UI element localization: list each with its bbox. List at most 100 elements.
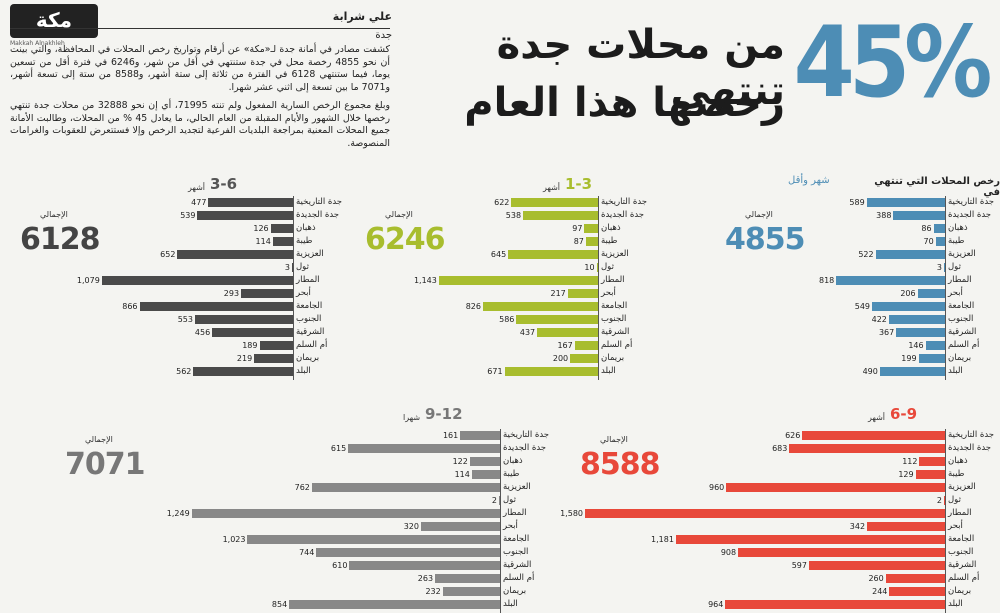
category-label: العزيزية (503, 482, 531, 492)
chart-legend-subtitle: شهر وأقل (788, 175, 830, 186)
category-label: بريمان (296, 353, 320, 363)
total-label: الإجمالي (40, 210, 68, 219)
bar (915, 470, 945, 479)
bar (866, 198, 945, 207)
bar (311, 483, 500, 492)
bar-value-label: 206 (900, 289, 916, 298)
category-label: ذهبان (948, 223, 968, 233)
category-label: جدة الجديدة (296, 210, 340, 220)
total-value: 7071 (65, 447, 145, 482)
bar (596, 263, 598, 272)
bar-value-label: 200 (552, 354, 569, 363)
bar (537, 328, 598, 337)
category-label: الجنوب (503, 547, 529, 557)
headline-line-1: من محلات جدة تنتهي (496, 22, 786, 114)
bar-value-label: 866 (122, 302, 138, 311)
category-label: الجامعة (296, 301, 323, 311)
bar-value-label: 367 (878, 328, 895, 337)
bar-value-label: 826 (465, 302, 481, 311)
category-label: الشرقية (948, 327, 977, 337)
category-label: ثول (948, 262, 961, 272)
category-label: الشرقية (948, 560, 977, 570)
chart-legend-title: رخص المحلات التي تنتهي في (874, 176, 1000, 198)
bar-value-label: 964 (708, 600, 724, 609)
bar-value-label: 70 (923, 237, 934, 246)
byline: علي شرابة (332, 10, 392, 23)
category-label: أم السلم (503, 573, 535, 583)
bar-value-label: 597 (791, 561, 807, 570)
bar (195, 315, 293, 324)
divider (10, 28, 390, 29)
bar-value-label: 342 (849, 522, 866, 531)
category-label: بريمان (503, 586, 527, 596)
bar-value-label: 129 (898, 470, 914, 479)
bar-value-label: 671 (487, 367, 503, 376)
bar-value-label: 1,249 (166, 509, 190, 518)
bar (292, 263, 293, 272)
bar (272, 237, 293, 246)
bar-value-label: 112 (902, 457, 918, 466)
bar-value-label: 549 (854, 302, 871, 311)
bar (435, 574, 500, 583)
total-label: الإجمالي (745, 210, 773, 219)
bar (944, 496, 945, 505)
bar-value-label: 232 (425, 587, 441, 596)
bar (872, 302, 945, 311)
bar-value-label: 1,181 (651, 535, 674, 544)
bar-value-label: 2 (936, 496, 942, 505)
category-label: المطار (296, 275, 320, 285)
logo-text: مكة (35, 8, 73, 32)
category-label: ثول (948, 495, 961, 505)
bar (511, 198, 598, 207)
category-label: أم السلم (948, 340, 980, 350)
category-label: ذهبان (296, 223, 316, 233)
bar-value-label: 437 (519, 328, 536, 337)
bar (316, 548, 500, 557)
bar-value-label: 167 (557, 341, 573, 350)
panel-subtitle: أشهر (868, 413, 886, 422)
total-value: 6128 (20, 222, 100, 257)
panel-subtitle: أشهر (188, 183, 206, 192)
total-label: الإجمالي (385, 210, 413, 219)
bar (574, 341, 598, 350)
panel-subtitle: أشهر (543, 183, 561, 192)
bar (139, 302, 293, 311)
bar (212, 328, 293, 337)
category-label: الشرقية (503, 560, 532, 570)
category-label: طيبة (296, 236, 313, 246)
bar (438, 276, 598, 285)
category-label: ثول (503, 495, 516, 505)
bar-value-label: 3 (936, 263, 942, 272)
bar (482, 302, 598, 311)
category-label: أم السلم (296, 340, 328, 350)
bar-value-label: 114 (255, 237, 271, 246)
bar (935, 237, 945, 246)
bar (789, 444, 945, 453)
category-label: الجامعة (503, 534, 530, 544)
bar (442, 587, 500, 596)
bar-value-label: 3 (284, 263, 290, 272)
panel-title: 9-12 (425, 405, 463, 423)
bar (504, 367, 598, 376)
category-label: ذهبان (601, 223, 621, 233)
bar (523, 211, 598, 220)
bar (879, 367, 945, 376)
panel-subtitle: شهرا (403, 413, 421, 422)
bar-value-label: 1,143 (413, 276, 437, 285)
category-label: أم السلم (601, 340, 633, 350)
category-label: الشرقية (601, 327, 630, 337)
bar (738, 548, 945, 557)
bar-value-label: 477 (191, 198, 207, 207)
bar-value-label: 456 (194, 328, 211, 337)
bar-value-label: 744 (299, 548, 315, 557)
category-label: المطار (503, 508, 527, 518)
article-paragraph-2: وبلغ مجموع الرخص السارية المفعول ولم تنت… (10, 100, 391, 149)
category-label: العزيزية (948, 249, 976, 259)
bar (888, 315, 945, 324)
bar-value-label: 490 (862, 367, 878, 376)
category-label: طيبة (948, 236, 965, 246)
category-label: البلد (948, 366, 963, 376)
bar-value-label: 320 (403, 522, 419, 531)
bar-value-label: 2 (491, 496, 497, 505)
bar-value-label: 586 (499, 315, 515, 324)
